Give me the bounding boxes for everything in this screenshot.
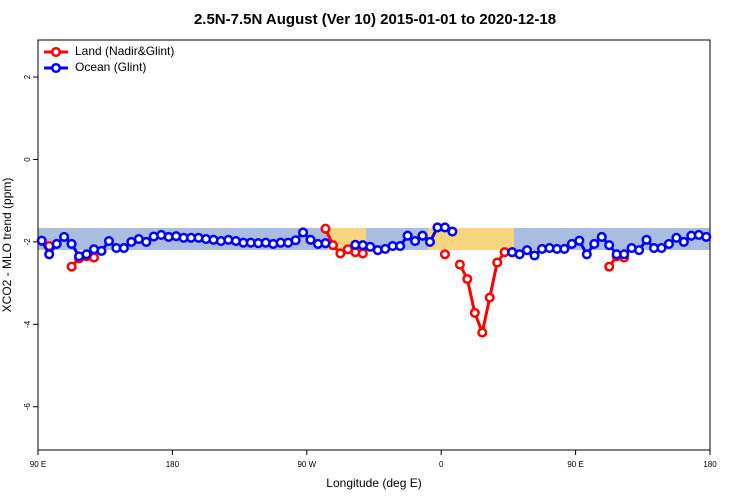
y-tick-label: -6 [23, 403, 32, 411]
data-point [103, 236, 114, 247]
y-axis-label: XCO2 - MLO trend (ppm) [0, 178, 14, 313]
data-point [96, 245, 107, 257]
data-point [320, 223, 331, 234]
data-point [663, 238, 674, 250]
y-tick-label: -4 [23, 320, 32, 328]
data-point [522, 245, 533, 256]
data-point [678, 236, 689, 247]
x-tick-label: 90 W [297, 460, 316, 469]
data-point [477, 327, 488, 338]
data-point [357, 248, 368, 259]
data-point [118, 243, 129, 254]
data-point [581, 249, 592, 260]
data-point [701, 231, 712, 243]
data-point [484, 292, 495, 303]
data-point [66, 238, 77, 250]
data-point [59, 231, 70, 243]
x-tick-label: 180 [166, 460, 180, 469]
data-point [305, 234, 316, 245]
x-axis-label: Longitude (deg E) [326, 476, 421, 490]
legend-marker [50, 62, 62, 74]
legend-marker [50, 46, 62, 58]
data-point [604, 261, 615, 272]
data-point [574, 235, 585, 246]
data-point [320, 238, 331, 249]
data-point [417, 230, 428, 241]
data-point [424, 236, 436, 247]
data-point [402, 230, 413, 241]
legend-label: Land (Nadir&Glint) [75, 44, 174, 58]
data-point [559, 243, 570, 254]
data-point [447, 226, 458, 237]
data-point [529, 250, 540, 261]
y-tick-label: 0 [23, 157, 32, 162]
data-point [671, 232, 682, 243]
data-point [492, 257, 503, 268]
data-point [454, 259, 465, 270]
data-point [596, 231, 607, 243]
data-point [395, 240, 406, 252]
data-point [439, 249, 450, 260]
data-point [36, 235, 47, 246]
x-tick-label: 90 E [567, 460, 583, 469]
data-point [619, 249, 630, 260]
data-point [141, 236, 152, 247]
y-tick-label: 2 [23, 74, 32, 79]
data-point [335, 248, 346, 259]
data-point [290, 235, 301, 246]
data-point [469, 307, 480, 318]
data-point [641, 234, 652, 245]
data-point [514, 249, 525, 260]
chart-title: 2.5N-7.5N August (Ver 10) 2015-01-01 to … [194, 11, 556, 28]
x-tick-label: 180 [703, 460, 717, 469]
data-point [81, 249, 92, 260]
plot-frame [37, 39, 711, 451]
land-band [428, 228, 514, 250]
data-point [439, 222, 450, 233]
data-point [44, 249, 55, 260]
data-point [656, 243, 667, 254]
data-point [66, 261, 77, 272]
data-point [51, 238, 62, 250]
data-point [462, 273, 473, 285]
data-point [410, 236, 421, 247]
data-point [604, 240, 615, 251]
x-tick-label: 90 E [30, 460, 46, 469]
data-point [298, 227, 309, 238]
legend-label: Ocean (Glint) [75, 60, 146, 74]
x-tick-label: 0 [439, 460, 444, 469]
data-point [634, 245, 645, 256]
y-tick-label: -2 [23, 238, 32, 246]
data-point [589, 238, 600, 250]
